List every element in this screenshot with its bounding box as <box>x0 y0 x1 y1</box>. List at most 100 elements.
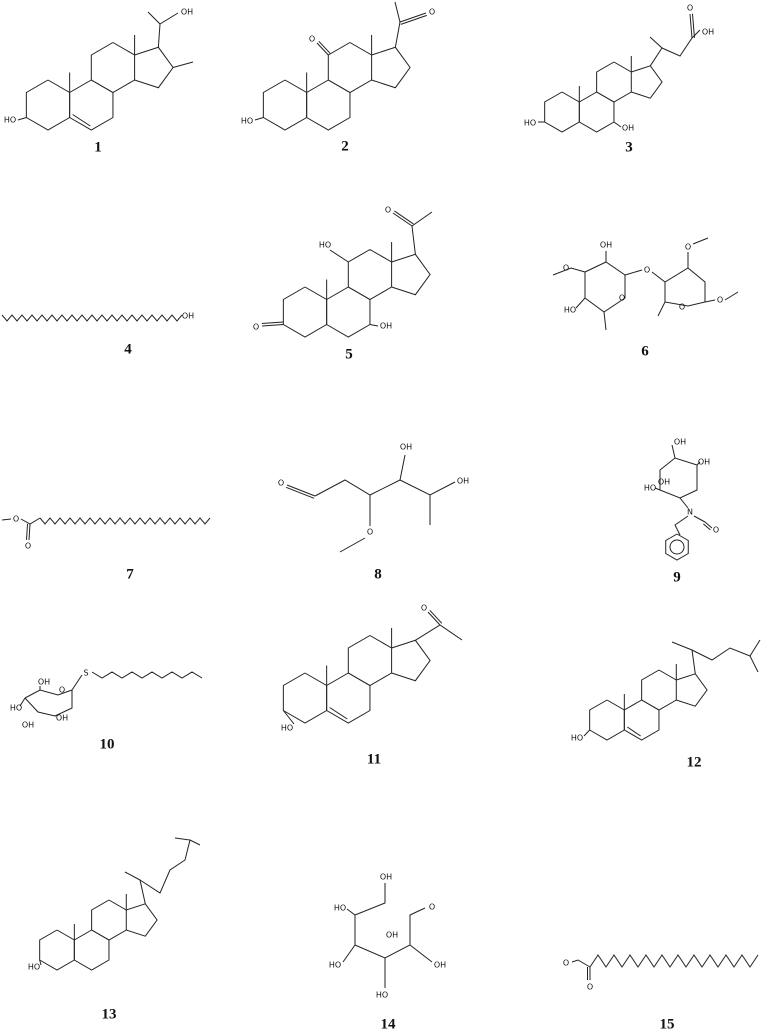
atom-label: O <box>421 604 427 613</box>
bond <box>25 79 71 131</box>
bond <box>254 117 264 121</box>
bond <box>394 210 414 225</box>
bond <box>596 61 632 103</box>
bond <box>578 91 615 133</box>
bond <box>72 114 91 127</box>
atom-label: O <box>685 243 691 252</box>
atom-label: O <box>717 296 723 305</box>
bond <box>641 669 677 711</box>
bond <box>139 837 191 894</box>
bond <box>724 291 739 301</box>
compound-number: 11 <box>367 751 381 767</box>
compound-number: 15 <box>660 1016 675 1032</box>
bond <box>400 14 427 25</box>
bond <box>91 671 203 679</box>
bond <box>654 487 661 491</box>
atom-label: O <box>385 206 391 215</box>
atom-label: HO <box>334 904 346 913</box>
compound-number: 5 <box>345 346 353 362</box>
bond <box>19 697 26 707</box>
bond <box>651 267 706 307</box>
bond <box>399 12 427 23</box>
bond <box>346 908 356 916</box>
atom-label: HO <box>28 963 40 972</box>
bond <box>704 299 716 303</box>
atom-label: OH <box>182 312 194 321</box>
bond <box>693 515 706 523</box>
bond <box>624 269 643 276</box>
atom-label: O <box>587 983 593 992</box>
atom-label: O <box>309 35 315 44</box>
bond <box>20 517 41 525</box>
bond <box>318 40 331 54</box>
bond <box>342 944 356 963</box>
bond <box>411 211 433 255</box>
bond <box>691 13 695 38</box>
bond <box>54 713 61 717</box>
atom-label: OH <box>674 438 686 447</box>
bond <box>703 523 711 531</box>
bond <box>39 517 211 525</box>
bond <box>394 1 401 48</box>
atom-label: OH <box>434 961 446 970</box>
atom-label: S <box>83 669 88 678</box>
atom-label: O <box>367 528 373 537</box>
atom-label: HO <box>241 117 253 126</box>
bond <box>679 497 689 509</box>
bond <box>603 311 607 331</box>
bond <box>661 29 701 57</box>
atom-label: OH <box>400 443 412 452</box>
atom-label: OH <box>38 678 50 687</box>
atom-label: HO <box>571 734 583 743</box>
bond <box>147 11 161 48</box>
atom-label: OH <box>380 873 392 882</box>
bond <box>427 611 441 626</box>
bond <box>347 635 393 687</box>
bond <box>371 46 411 89</box>
atom-label: OH <box>600 241 612 250</box>
bond <box>429 609 443 624</box>
compound-number: 10 <box>100 736 115 752</box>
bond <box>306 79 351 131</box>
atom-label: O <box>687 4 693 13</box>
bond <box>584 261 626 313</box>
bond <box>39 929 75 971</box>
compound-number: 2 <box>341 138 349 154</box>
atom-label: O <box>679 303 685 312</box>
atom-label: O <box>563 959 569 968</box>
compound-number: 1 <box>94 139 102 155</box>
bond <box>589 699 625 741</box>
atom-label: O <box>429 903 435 912</box>
bond <box>623 699 660 741</box>
bond <box>329 249 349 263</box>
bond <box>696 461 701 466</box>
atom-label: OH <box>702 28 714 37</box>
bond <box>28 523 31 541</box>
atom-label: O <box>713 526 719 535</box>
atom-label: OH <box>56 714 68 723</box>
bond <box>71 674 83 691</box>
compound-number: 13 <box>102 1006 117 1022</box>
atom-label: O <box>13 515 19 524</box>
bond <box>39 959 42 966</box>
bond <box>314 454 406 497</box>
bond <box>26 523 29 540</box>
bond <box>326 672 371 724</box>
bond <box>575 297 586 309</box>
atom-label: HO <box>644 484 656 493</box>
atom-label: OH <box>457 477 469 486</box>
bond <box>552 267 586 276</box>
bond <box>649 36 663 67</box>
bond <box>415 624 463 641</box>
bond <box>172 61 194 68</box>
atom-label: O <box>563 264 569 273</box>
bond <box>665 533 689 561</box>
compound-number: 12 <box>687 754 702 770</box>
bond <box>189 839 201 846</box>
bond <box>369 324 379 327</box>
bond <box>671 641 696 674</box>
bond <box>1 518 12 521</box>
bond <box>316 42 329 56</box>
atom-label: O <box>253 323 259 332</box>
